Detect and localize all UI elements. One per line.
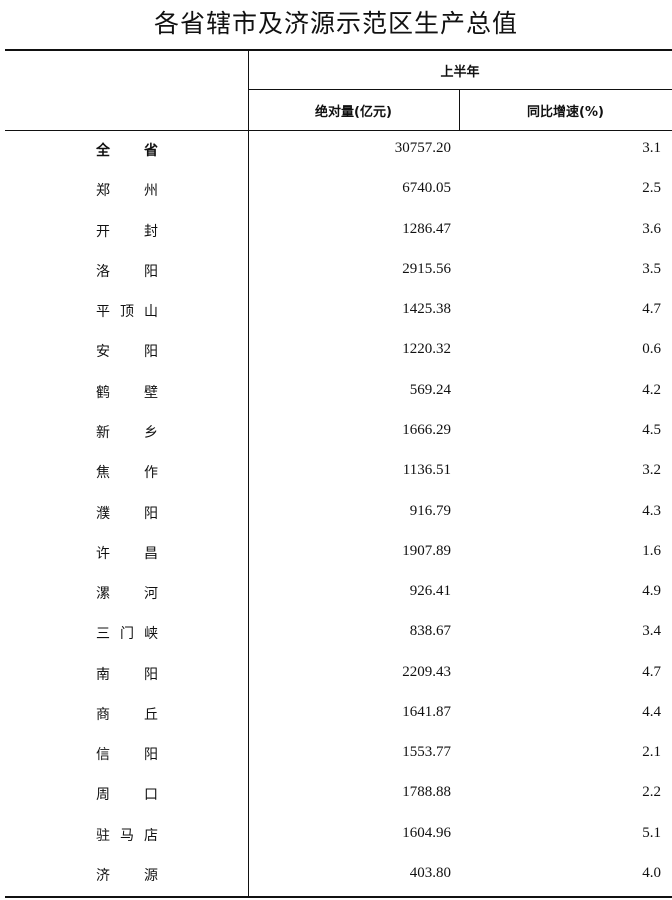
table-row: 焦作 1136.51 3.2 xyxy=(0,462,672,482)
region-name: 全省 xyxy=(96,143,158,159)
region-name: 平顶山 xyxy=(96,304,158,321)
growth-rate: 2.1 xyxy=(642,744,661,761)
growth-rate: 3.6 xyxy=(642,220,661,237)
table-row: 漯河 926.41 4.9 xyxy=(0,583,672,603)
gdp-value: 1788.88 xyxy=(402,784,451,801)
table-row: 周口 1788.88 2.2 xyxy=(0,784,672,804)
region-name: 洛阳 xyxy=(96,263,158,280)
region-name: 焦作 xyxy=(96,465,158,482)
header-divider xyxy=(248,89,672,90)
region-name: 濮阳 xyxy=(96,505,158,522)
gdp-value: 6740.05 xyxy=(402,180,451,197)
gdp-value: 569.24 xyxy=(409,381,451,398)
growth-rate: 1.6 xyxy=(642,542,661,559)
table-row: 商丘 1641.87 4.4 xyxy=(0,704,672,724)
growth-rate: 3.5 xyxy=(642,260,661,277)
page-title: 各省辖市及济源示范区生产总值 xyxy=(153,9,518,38)
growth-rate: 4.5 xyxy=(642,421,661,438)
table-row: 南阳 2209.43 4.7 xyxy=(0,664,672,684)
gdp-value: 838.67 xyxy=(409,623,451,640)
region-name: 三门峡 xyxy=(96,626,158,643)
gdp-value: 403.80 xyxy=(409,865,451,882)
header-value: 绝对量(亿元) xyxy=(315,105,392,120)
growth-rate: 4.9 xyxy=(642,583,661,600)
region-name: 安阳 xyxy=(96,344,158,361)
region-name: 周口 xyxy=(96,787,158,804)
gdp-value: 1425.38 xyxy=(402,301,451,318)
growth-rate: 4.7 xyxy=(642,663,661,680)
gdp-value: 1666.29 xyxy=(402,421,451,438)
column-divider-value xyxy=(459,89,460,130)
region-name: 鹤壁 xyxy=(96,384,158,401)
gdp-value: 916.79 xyxy=(409,502,451,519)
table-row: 郑州 6740.05 2.5 xyxy=(0,180,672,200)
gdp-value: 2209.43 xyxy=(402,663,451,680)
growth-rate: 4.0 xyxy=(642,865,661,882)
table-row: 三门峡 838.67 3.4 xyxy=(0,623,672,643)
table-row: 许昌 1907.89 1.6 xyxy=(0,543,672,563)
region-name: 南阳 xyxy=(96,666,158,683)
growth-rate: 4.2 xyxy=(642,381,661,398)
region-name: 驻马店 xyxy=(96,827,158,844)
region-name: 开封 xyxy=(96,223,158,240)
gdp-value: 1220.32 xyxy=(402,341,451,358)
table-row: 开封 1286.47 3.6 xyxy=(0,221,672,241)
table-row: 信阳 1553.77 2.1 xyxy=(0,744,672,764)
growth-rate: 3.1 xyxy=(642,140,661,156)
growth-rate: 0.6 xyxy=(642,341,661,358)
gdp-value: 1641.87 xyxy=(402,703,451,720)
gdp-value: 1907.89 xyxy=(402,542,451,559)
growth-rate: 4.4 xyxy=(642,703,661,720)
table-bottom-rule xyxy=(5,896,672,898)
growth-rate: 4.7 xyxy=(642,301,661,318)
gdp-value: 2915.56 xyxy=(402,260,451,277)
column-divider-name xyxy=(248,50,249,897)
growth-rate: 3.4 xyxy=(642,623,661,640)
gdp-value: 1286.47 xyxy=(402,220,451,237)
gdp-value: 1553.77 xyxy=(402,744,451,761)
growth-rate: 2.5 xyxy=(642,180,661,197)
region-name: 新乡 xyxy=(96,424,158,441)
gdp-value: 1604.96 xyxy=(402,824,451,841)
region-name: 漯河 xyxy=(96,586,158,603)
table-row: 安阳 1220.32 0.6 xyxy=(0,341,672,361)
header-period: 上半年 xyxy=(440,65,480,80)
table-row: 济源 403.80 4.0 xyxy=(0,865,672,885)
region-name: 济源 xyxy=(96,868,158,885)
gdp-value: 1136.51 xyxy=(402,462,451,479)
region-name: 许昌 xyxy=(96,545,158,562)
table-row: 新乡 1666.29 4.5 xyxy=(0,422,672,442)
header-growth: 同比增速(%) xyxy=(527,105,604,120)
growth-rate: 3.2 xyxy=(642,462,661,479)
growth-rate: 4.3 xyxy=(642,502,661,519)
table-row: 鹤壁 569.24 4.2 xyxy=(0,382,672,402)
growth-rate: 5.1 xyxy=(642,824,661,841)
growth-rate: 2.2 xyxy=(642,784,661,801)
header-bottom-rule xyxy=(5,130,672,131)
table-row: 濮阳 916.79 4.3 xyxy=(0,503,672,523)
table-row: 驻马店 1604.96 5.1 xyxy=(0,825,672,845)
table-top-rule xyxy=(5,49,672,51)
table-row: 全省 30757.20 3.1 xyxy=(0,140,672,160)
region-name: 商丘 xyxy=(96,706,158,723)
region-name: 郑州 xyxy=(96,183,158,200)
table-row: 洛阳 2915.56 3.5 xyxy=(0,261,672,281)
table-row: 平顶山 1425.38 4.7 xyxy=(0,301,672,321)
gdp-value: 30757.20 xyxy=(394,140,451,156)
region-name: 信阳 xyxy=(96,747,158,764)
gdp-value: 926.41 xyxy=(409,583,451,600)
